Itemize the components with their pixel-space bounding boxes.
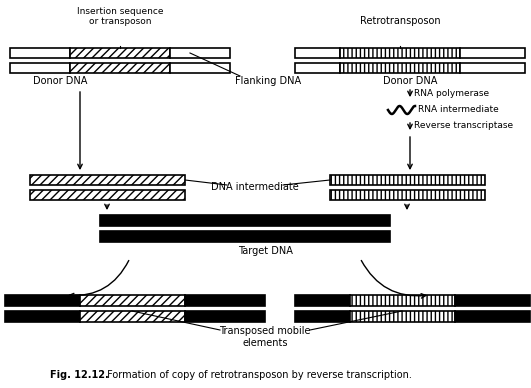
Bar bbox=[70, 48, 170, 58]
Text: Reverse transcriptase: Reverse transcriptase bbox=[414, 121, 513, 130]
Bar bbox=[330, 190, 485, 200]
Text: Formation of copy of retrotransposon by reverse transcription.: Formation of copy of retrotransposon by … bbox=[104, 370, 412, 380]
Text: RNA polymerase: RNA polymerase bbox=[414, 88, 489, 97]
Bar bbox=[70, 63, 170, 73]
Bar bbox=[100, 215, 390, 226]
Text: Target DNA: Target DNA bbox=[237, 246, 293, 256]
Bar bbox=[30, 190, 185, 200]
Bar bbox=[295, 63, 340, 73]
Bar bbox=[10, 63, 70, 73]
Text: Insertion sequence
or transposon: Insertion sequence or transposon bbox=[77, 7, 163, 26]
Text: Donor DNA: Donor DNA bbox=[33, 76, 87, 86]
Bar bbox=[185, 295, 265, 306]
Bar bbox=[5, 311, 80, 322]
Bar bbox=[460, 63, 525, 73]
Bar bbox=[350, 311, 455, 322]
Text: RNA intermediate: RNA intermediate bbox=[418, 106, 499, 114]
Text: Flanking DNA: Flanking DNA bbox=[235, 76, 301, 86]
Bar bbox=[295, 295, 350, 306]
Text: Transposed mobile
elements: Transposed mobile elements bbox=[219, 326, 311, 348]
Bar bbox=[295, 48, 340, 58]
Bar bbox=[330, 175, 485, 185]
Bar bbox=[5, 295, 80, 306]
Bar bbox=[170, 63, 230, 73]
Bar bbox=[460, 48, 525, 58]
Text: Retrotransposon: Retrotransposon bbox=[359, 16, 440, 26]
Bar bbox=[455, 295, 530, 306]
Bar bbox=[100, 231, 390, 242]
Text: Fig. 12.12.: Fig. 12.12. bbox=[50, 370, 109, 380]
Bar bbox=[80, 311, 185, 322]
Bar bbox=[455, 311, 530, 322]
Bar bbox=[185, 311, 265, 322]
Text: Donor DNA: Donor DNA bbox=[383, 76, 437, 86]
Bar bbox=[30, 175, 185, 185]
Bar bbox=[350, 295, 455, 306]
Text: DNA intermediate: DNA intermediate bbox=[211, 182, 299, 192]
Bar bbox=[340, 63, 460, 73]
Bar bbox=[340, 48, 460, 58]
Bar bbox=[80, 295, 185, 306]
Bar bbox=[10, 48, 70, 58]
Bar bbox=[170, 48, 230, 58]
Bar bbox=[295, 311, 350, 322]
